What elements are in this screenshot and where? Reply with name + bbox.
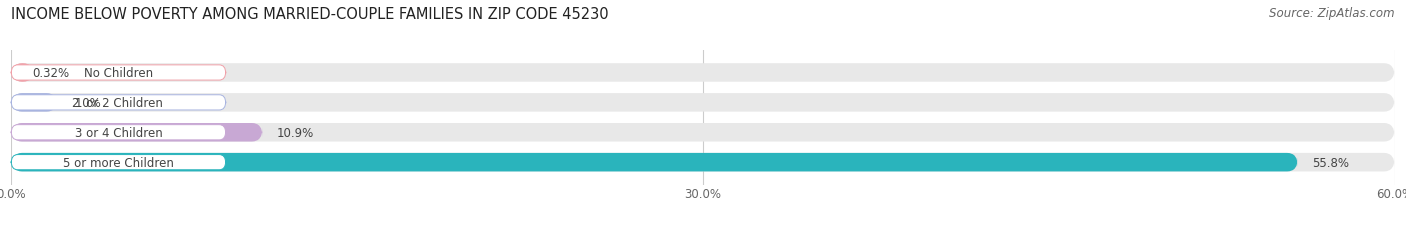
Text: 1 or 2 Children: 1 or 2 Children <box>75 97 163 109</box>
Text: Source: ZipAtlas.com: Source: ZipAtlas.com <box>1270 7 1395 20</box>
Text: INCOME BELOW POVERTY AMONG MARRIED-COUPLE FAMILIES IN ZIP CODE 45230: INCOME BELOW POVERTY AMONG MARRIED-COUPL… <box>11 7 609 22</box>
Text: No Children: No Children <box>84 67 153 80</box>
FancyBboxPatch shape <box>11 123 263 142</box>
Text: 55.8%: 55.8% <box>1312 156 1348 169</box>
FancyBboxPatch shape <box>11 153 1395 172</box>
FancyBboxPatch shape <box>11 123 1395 142</box>
FancyBboxPatch shape <box>11 66 226 81</box>
FancyBboxPatch shape <box>11 155 226 170</box>
Text: 5 or more Children: 5 or more Children <box>63 156 174 169</box>
FancyBboxPatch shape <box>11 153 1298 172</box>
FancyBboxPatch shape <box>11 64 34 82</box>
FancyBboxPatch shape <box>11 94 58 112</box>
FancyBboxPatch shape <box>11 64 1395 82</box>
Text: 10.9%: 10.9% <box>277 126 314 139</box>
Text: 0.32%: 0.32% <box>32 67 69 80</box>
FancyBboxPatch shape <box>11 94 1395 112</box>
FancyBboxPatch shape <box>11 125 226 140</box>
Text: 2.0%: 2.0% <box>72 97 101 109</box>
Text: 3 or 4 Children: 3 or 4 Children <box>75 126 162 139</box>
FancyBboxPatch shape <box>11 95 226 110</box>
